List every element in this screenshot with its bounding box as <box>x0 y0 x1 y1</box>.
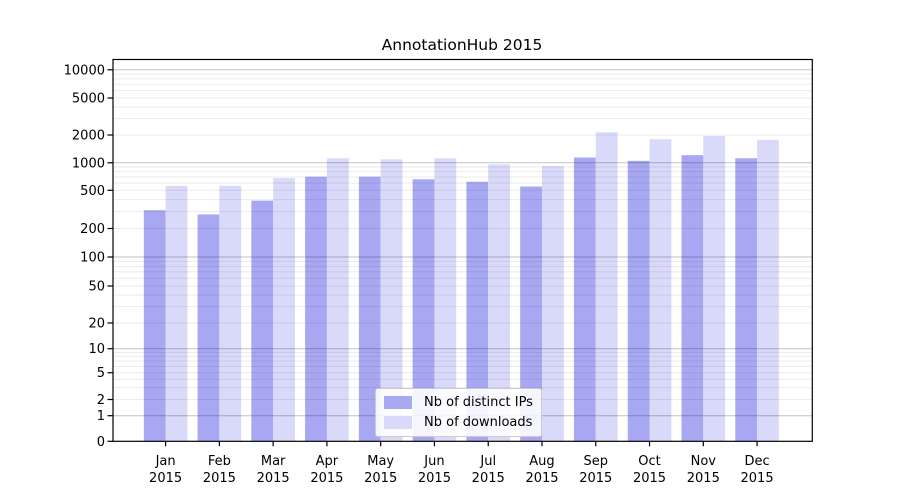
y-tick-label: 2 <box>97 393 105 408</box>
plot-frame <box>112 58 813 442</box>
bar-distinct-ips-may <box>358 176 381 442</box>
y-tick-label: 5 <box>97 366 105 381</box>
axis-labels-group: 0 12 5 10 20 50 100 200 500 1000 2000 5000 10000 Jan 2… <box>64 63 774 486</box>
x-tick-label-dec: Dec 2015 <box>741 454 774 486</box>
x-tick-label-aug: Aug 2015 <box>525 454 558 486</box>
legend-label-ips: Nb of distinct IPs <box>424 395 533 411</box>
bar-distinct-ips-aug <box>520 186 542 442</box>
axes-group <box>107 58 813 447</box>
x-tick-label-mar: Mar 2015 <box>257 454 290 486</box>
x-tick-label-may: May 2015 <box>364 454 397 486</box>
bar-downloads-sep <box>595 132 618 442</box>
legend: Nb of distinct IPs Nb of downloads <box>375 388 542 437</box>
y-tick-label: 200 <box>80 222 105 237</box>
bar-downloads-aug <box>541 166 564 442</box>
legend-item-downloads: Nb of downloads <box>384 415 541 430</box>
y-tick-label: 100 <box>80 251 105 266</box>
y-tick-label: 10000 <box>64 63 105 78</box>
legend-swatch-ips-icon <box>384 396 412 410</box>
y-tick-label: 5000 <box>72 92 105 107</box>
y-tick-label: 2000 <box>72 129 105 144</box>
y-tick-label: 500 <box>80 184 105 199</box>
bar-downloads-feb <box>219 185 242 442</box>
bar-downloads-mar <box>273 178 295 442</box>
x-tick-label-oct: Oct 2015 <box>633 454 666 486</box>
bar-downloads-jan <box>165 185 188 442</box>
bar-downloads-dec <box>757 139 779 442</box>
bar-distinct-ips-jul <box>466 181 489 442</box>
bars-group <box>143 132 779 442</box>
bar-downloads-jul <box>488 164 511 442</box>
bar-distinct-ips-oct <box>627 160 650 442</box>
bar-distinct-ips-dec <box>735 158 758 442</box>
x-tick-label-sep: Sep 2015 <box>579 454 612 486</box>
x-tick-label-jun: Jun 2015 <box>418 454 451 486</box>
bar-downloads-jun <box>434 158 457 442</box>
bar-distinct-ips-apr <box>305 176 327 442</box>
bar-distinct-ips-sep <box>573 157 596 442</box>
bar-downloads-may <box>380 159 403 442</box>
gridlines-group <box>113 69 813 417</box>
y-tick-label: 0 <box>97 435 105 450</box>
bar-downloads-oct <box>649 139 672 442</box>
x-tick-label-feb: Feb 2015 <box>203 454 236 486</box>
y-tick-label: 10 <box>88 342 105 357</box>
y-tick-label: 1000 <box>72 156 105 171</box>
x-tick-label-apr: Apr 2015 <box>310 454 343 486</box>
legend-item-distinct-ips: Nb of distinct IPs <box>384 395 541 410</box>
legend-swatch-downloads-icon <box>384 415 412 429</box>
bar-distinct-ips-nov <box>681 155 704 442</box>
bar-distinct-ips-feb <box>197 214 220 442</box>
legend-label-downloads: Nb of downloads <box>424 414 533 430</box>
y-tick-label: 20 <box>88 317 105 332</box>
x-tick-label-nov: Nov 2015 <box>687 454 720 486</box>
bar-distinct-ips-jun <box>412 179 435 442</box>
bar-downloads-nov <box>703 136 726 442</box>
bar-distinct-ips-mar <box>251 200 274 442</box>
x-tick-label-jan: Jan 2015 <box>149 454 182 486</box>
bar-downloads-apr <box>326 158 349 442</box>
y-tick-label: 50 <box>88 280 105 295</box>
chart-title: AnnotationHub 2015 <box>381 36 543 54</box>
x-tick-label-jul: Jul 2015 <box>472 454 505 486</box>
y-tick-label: 1 <box>97 409 105 424</box>
bar-distinct-ips-jan <box>143 210 166 442</box>
